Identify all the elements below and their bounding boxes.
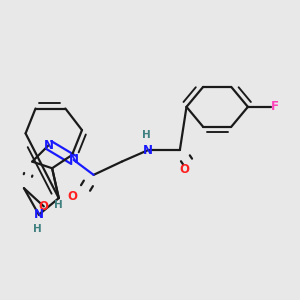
Text: H: H bbox=[33, 224, 42, 234]
Text: N: N bbox=[69, 154, 79, 166]
Text: N: N bbox=[44, 139, 54, 152]
Text: N: N bbox=[143, 143, 153, 157]
Text: N: N bbox=[34, 208, 44, 221]
Text: H: H bbox=[142, 130, 151, 140]
Text: O: O bbox=[39, 200, 49, 213]
Text: H: H bbox=[54, 200, 63, 210]
Text: F: F bbox=[271, 100, 279, 113]
Text: O: O bbox=[180, 164, 190, 176]
Text: O: O bbox=[67, 190, 77, 203]
